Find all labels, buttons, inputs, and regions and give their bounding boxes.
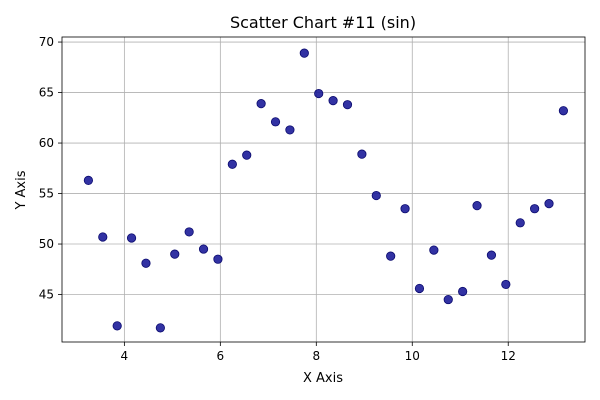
y-tick-label: 45 (39, 288, 54, 302)
data-point (112, 321, 122, 331)
data-point (314, 88, 324, 99)
data-point (414, 283, 425, 294)
data-point (126, 233, 137, 243)
data-point (299, 48, 309, 58)
data-point (285, 125, 295, 135)
x-tick-label: 10 (405, 349, 420, 363)
data-point (501, 279, 511, 290)
data-point (184, 227, 194, 237)
data-point (256, 99, 266, 109)
x-axis-label: X Axis (303, 371, 343, 386)
data-point (472, 201, 482, 211)
grid (62, 37, 585, 342)
plot-frame (61, 36, 586, 343)
data-point (371, 190, 381, 201)
data-point (486, 250, 497, 260)
x-tick-label: 8 (312, 349, 320, 363)
data-point (342, 100, 353, 110)
data-point (155, 323, 165, 333)
data-point (242, 150, 252, 160)
x-tick-label: 6 (217, 349, 225, 363)
data-point (227, 159, 237, 169)
data-point (98, 232, 108, 242)
data-point (213, 254, 223, 264)
data-points (83, 48, 569, 333)
y-tick-label: 60 (39, 136, 54, 150)
y-tick-label: 70 (39, 35, 54, 49)
data-point (328, 96, 338, 106)
data-point (198, 244, 209, 254)
data-point (515, 218, 525, 228)
x-tick-label: 12 (501, 349, 516, 363)
data-point (530, 204, 540, 214)
data-point (544, 199, 554, 209)
data-point (443, 294, 453, 305)
data-point (386, 251, 396, 261)
data-point (270, 117, 281, 127)
data-point (458, 286, 468, 297)
data-point (141, 258, 151, 268)
chart-title: Scatter Chart #11 (sin) (230, 13, 416, 32)
y-tick-label: 65 (39, 86, 54, 100)
data-point (170, 249, 180, 259)
data-point (429, 245, 439, 255)
x-tick-label: 4 (121, 349, 129, 363)
y-tick-label: 50 (39, 237, 54, 251)
data-point (558, 106, 569, 116)
data-point (83, 175, 93, 186)
y-axis-label: Y Axis (14, 170, 29, 210)
axis-ticks: 4 6 8 10 12 45 50 55 60 65 70 (39, 35, 516, 363)
y-tick-label: 55 (39, 187, 54, 201)
data-point (400, 204, 410, 214)
data-point (357, 149, 367, 159)
